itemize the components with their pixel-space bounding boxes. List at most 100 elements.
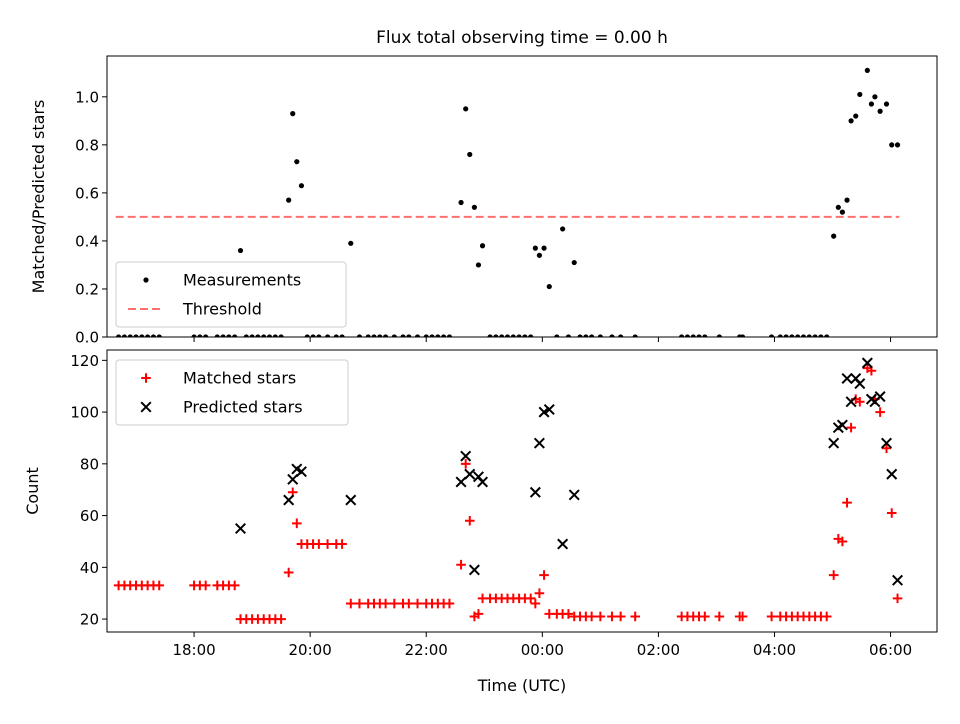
bottom-point (337, 539, 347, 549)
bottom-point (828, 570, 839, 580)
top-point (716, 334, 722, 337)
top-point (546, 283, 552, 290)
top-point (848, 118, 854, 124)
bottom-legend: Matched stars Predicted stars (115, 359, 349, 426)
bottom-point (295, 466, 307, 478)
top-point (768, 334, 775, 337)
count-plot: 20 40 60 80 100 120 18:00 20:00 22:00 00:00 02:00 0… (23, 349, 938, 695)
bottom-point (412, 598, 423, 609)
top-point (877, 108, 883, 114)
bottom-point (630, 611, 640, 622)
xtick-label: 20:00 (289, 641, 332, 659)
top-ytick-label: 0.8 (75, 136, 99, 154)
top-point (872, 94, 878, 100)
top-point (290, 111, 296, 117)
legend-label: Measurements (183, 271, 301, 290)
top-point (806, 334, 812, 337)
bottom-point (607, 611, 617, 622)
bottom-point (234, 523, 247, 535)
top-point (261, 334, 267, 337)
top-point (597, 334, 603, 337)
bottom-point (861, 357, 873, 369)
top-point (510, 334, 516, 337)
top-point (632, 334, 638, 337)
bottom-point (534, 588, 545, 598)
top-point (541, 245, 547, 251)
bottom-point (855, 396, 865, 407)
xtick-label: 06:00 (869, 641, 912, 659)
bottom-point (842, 497, 852, 508)
top-point (220, 334, 226, 337)
legend-swatch (140, 401, 152, 413)
xtick-label: 00:00 (521, 641, 564, 659)
top-point (571, 259, 577, 266)
top-point (824, 334, 830, 337)
bottom-point (460, 450, 472, 462)
bottom-point (200, 580, 211, 591)
bottom-point (464, 468, 476, 480)
bottom-point (345, 494, 357, 506)
top-point (243, 334, 249, 337)
top-point (783, 334, 789, 337)
bottom-point (314, 539, 324, 549)
bottom-point (886, 468, 898, 480)
bottom-axes-frame (106, 349, 938, 633)
legend-box (115, 261, 347, 328)
top-point (853, 113, 859, 119)
top-point (298, 183, 305, 189)
bottom-point (345, 598, 356, 609)
bottom-point (714, 611, 725, 622)
bottom-point (530, 598, 541, 609)
bottom-point (557, 538, 569, 550)
bottom-point (287, 473, 299, 485)
bottom-point (595, 611, 606, 622)
top-point (577, 334, 583, 337)
top-point (857, 91, 863, 98)
bottom-point (841, 372, 853, 384)
top-point (310, 334, 316, 337)
top-point (536, 252, 543, 258)
top-point (679, 334, 685, 337)
top-point (237, 247, 244, 254)
top-point (818, 334, 824, 337)
bottom-point (322, 539, 333, 549)
top-point (812, 334, 818, 337)
bottom-point (380, 598, 391, 609)
top-point (414, 334, 421, 337)
bottom-point (444, 598, 455, 609)
top-point (864, 67, 870, 74)
bottom-ytick-label: 20 (80, 611, 99, 629)
top-point (226, 334, 232, 337)
chart-title: Flux total observing time = 0.00 h (376, 28, 668, 48)
bottom-point (836, 419, 848, 431)
top-point (894, 142, 901, 148)
top-point (609, 334, 615, 337)
top-point (356, 334, 363, 337)
bottom-point (874, 391, 886, 403)
legend-swatch (141, 373, 151, 383)
bottom-point (154, 580, 165, 591)
bottom-point (529, 486, 541, 498)
top-point (365, 334, 371, 337)
top-ylabel: Matched/Predicted stars (29, 100, 48, 294)
bottom-point (875, 407, 885, 417)
top-point (272, 334, 278, 337)
top-point (127, 334, 133, 337)
xtick-label: 22:00 (405, 641, 448, 659)
bottom-point (845, 396, 857, 408)
top-point (471, 204, 478, 210)
bottom-point (846, 422, 856, 433)
top-point (441, 334, 447, 337)
top-point (197, 334, 203, 337)
bottom-point (837, 536, 848, 547)
top-point (316, 334, 322, 337)
top-point (499, 334, 505, 337)
top-point (589, 334, 595, 337)
top-point (795, 334, 801, 337)
bottom-point (468, 564, 480, 576)
top-point (532, 245, 538, 251)
top-point (618, 334, 624, 337)
top-point (789, 334, 795, 337)
top-point (800, 334, 807, 337)
